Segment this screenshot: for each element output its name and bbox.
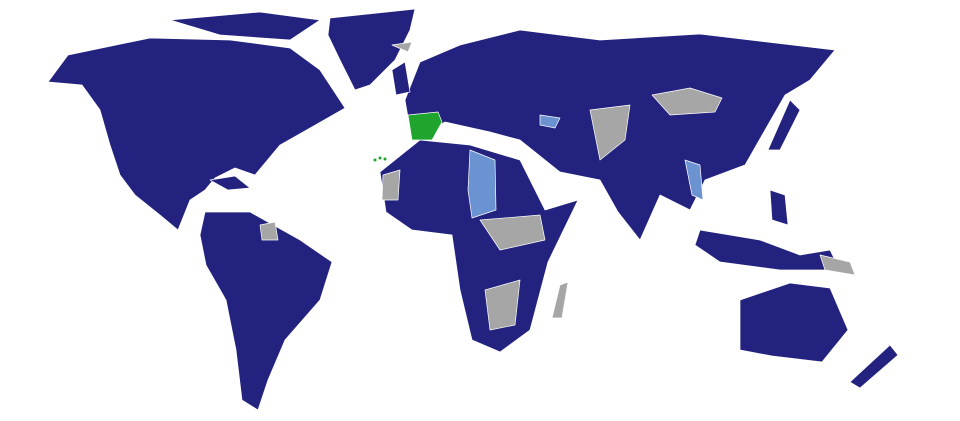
spain	[407, 111, 443, 141]
svalbard-grey	[391, 41, 413, 53]
western-sahara	[381, 169, 401, 201]
greenland	[327, 8, 416, 91]
canary-islands	[383, 157, 387, 161]
central-africa-grey	[479, 214, 546, 251]
caribbean	[209, 175, 251, 191]
mongolia	[651, 87, 723, 116]
highlight-regions	[373, 111, 443, 162]
australia	[739, 282, 849, 363]
caucasus	[539, 114, 561, 129]
chad	[467, 149, 497, 219]
arctic-islands	[169, 11, 321, 41]
canary-islands	[373, 158, 377, 162]
papua-grey	[819, 254, 856, 276]
madagascar	[551, 281, 569, 319]
secondary-regions	[467, 114, 704, 219]
south-america-grey	[259, 221, 279, 241]
no-relation-regions	[259, 41, 856, 331]
philippines	[769, 189, 789, 226]
central-asia-grey	[589, 104, 631, 161]
south-america	[199, 211, 333, 411]
new-zealand	[849, 344, 899, 389]
north-america	[47, 37, 346, 231]
africa	[379, 139, 579, 353]
myanmar	[684, 159, 704, 201]
uk-ireland	[391, 61, 411, 96]
southern-africa-grey	[484, 279, 521, 331]
canary-islands	[378, 156, 382, 160]
japan	[767, 99, 801, 151]
